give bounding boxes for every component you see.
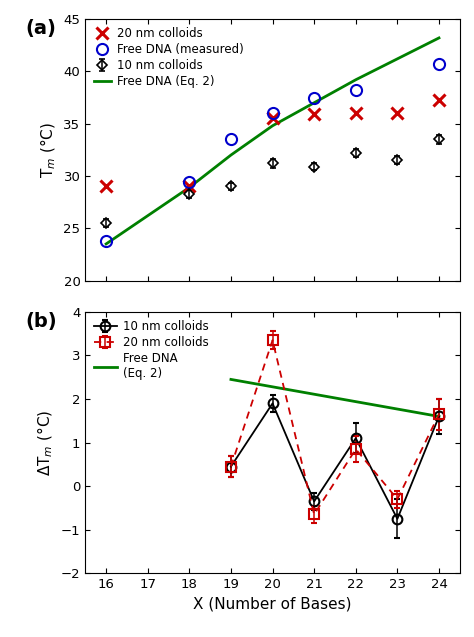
Free DNA (Eq. 2) [145, 212, 151, 220]
Text: (a): (a) [26, 19, 56, 38]
Free DNA (Eq. 2) [270, 122, 275, 129]
Free DNA (Eq. 2) [436, 34, 442, 42]
Free DNA (measured) [353, 87, 359, 94]
Free DNA (measured) [228, 136, 234, 143]
Legend: 10 nm colloids, 20 nm colloids, Free DNA
(Eq. 2): 10 nm colloids, 20 nm colloids, Free DNA… [91, 318, 211, 382]
20 nm colloids [103, 183, 109, 190]
20 nm colloids [353, 110, 359, 117]
Free DNA
(Eq. 2) [228, 376, 234, 383]
Free DNA (Eq. 2) [394, 55, 400, 62]
20 nm colloids [270, 115, 275, 122]
20 nm colloids [394, 110, 400, 117]
Free DNA (measured) [186, 178, 192, 186]
Legend: 20 nm colloids, Free DNA (measured), 10 nm colloids, Free DNA (Eq. 2): 20 nm colloids, Free DNA (measured), 10 … [91, 25, 246, 90]
Y-axis label: ΔT$_m$ (°C): ΔT$_m$ (°C) [36, 410, 55, 476]
Y-axis label: T$_m$ (°C): T$_m$ (°C) [38, 122, 58, 178]
X-axis label: X (Number of Bases): X (Number of Bases) [193, 597, 352, 612]
Line: Free DNA
(Eq. 2): Free DNA (Eq. 2) [231, 380, 439, 417]
Free DNA (Eq. 2) [186, 183, 192, 191]
Line: Free DNA (measured): Free DNA (measured) [100, 59, 445, 247]
Free DNA (Eq. 2) [353, 76, 359, 83]
20 nm colloids [311, 110, 317, 118]
20 nm colloids [186, 183, 192, 190]
Free DNA
(Eq. 2) [436, 413, 442, 420]
Free DNA (Eq. 2) [228, 151, 234, 159]
Free DNA (measured) [270, 110, 275, 117]
Line: Free DNA (Eq. 2): Free DNA (Eq. 2) [106, 38, 439, 244]
Text: (b): (b) [26, 312, 57, 331]
Free DNA (measured) [311, 94, 317, 101]
20 nm colloids [436, 96, 442, 103]
Free DNA (Eq. 2) [103, 240, 109, 248]
Line: 20 nm colloids: 20 nm colloids [100, 94, 445, 192]
Free DNA (measured) [103, 237, 109, 245]
Free DNA (Eq. 2) [311, 99, 317, 106]
Free DNA (measured) [436, 61, 442, 68]
